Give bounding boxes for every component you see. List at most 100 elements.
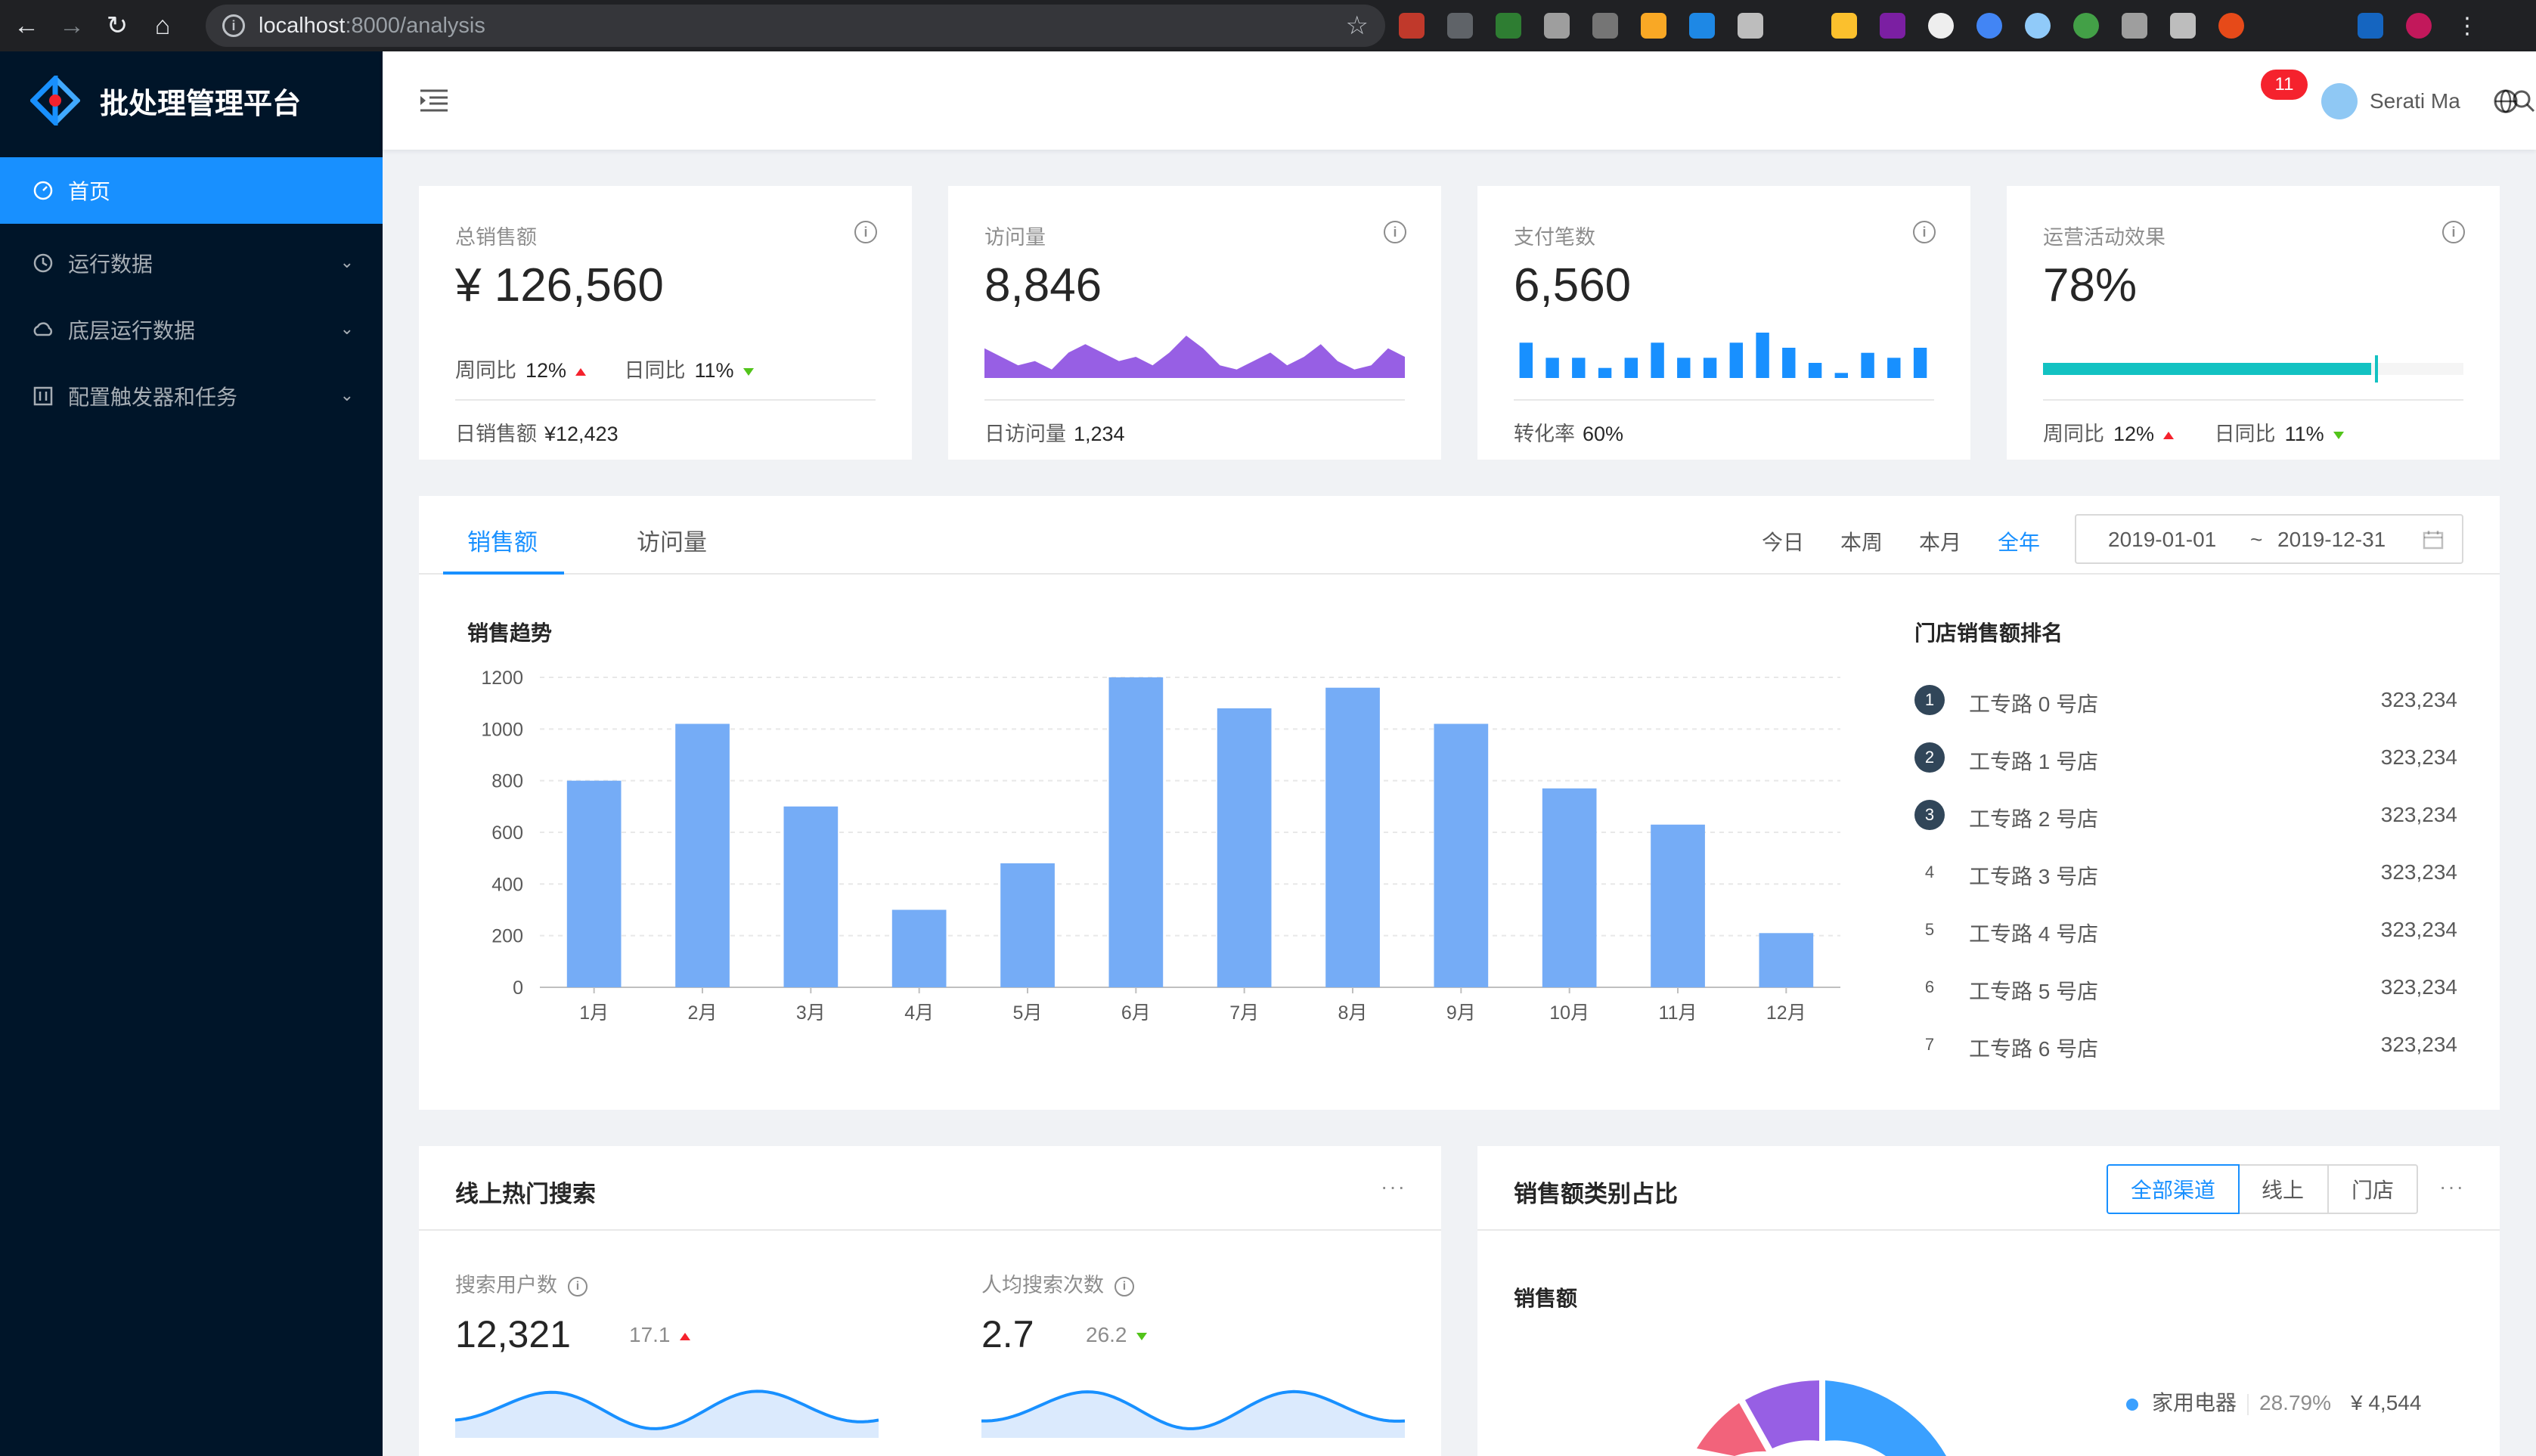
ranking-row: 4 工专路 3 号店 323,234 bbox=[1914, 857, 2457, 888]
sales-bar[interactable] bbox=[1759, 933, 1814, 988]
sales-bar[interactable] bbox=[1217, 708, 1272, 987]
extension-icon[interactable] bbox=[1447, 13, 1473, 39]
trend-label: 日同比 bbox=[624, 359, 686, 382]
extension-icon[interactable] bbox=[1928, 13, 1954, 39]
stat-value: 6,560 bbox=[1514, 259, 1632, 311]
card-title: 销售额类别占比 bbox=[1514, 1181, 1678, 1207]
sales-bar[interactable] bbox=[891, 909, 947, 988]
search-icon[interactable] bbox=[2510, 88, 2536, 115]
home-icon[interactable]: ⌂ bbox=[154, 11, 171, 40]
date-start[interactable]: 2019-01-01 bbox=[2108, 528, 2217, 551]
reload-icon[interactable]: ↻ bbox=[106, 11, 129, 40]
extension-icon[interactable] bbox=[1496, 13, 1521, 39]
username[interactable]: Serati Ma bbox=[2370, 89, 2460, 113]
range-month[interactable]: 本月 bbox=[1919, 531, 1962, 554]
info-icon[interactable]: i bbox=[2442, 221, 2465, 243]
info-icon[interactable]: i bbox=[1115, 1276, 1134, 1296]
sales-bar[interactable] bbox=[783, 806, 839, 987]
sidebar-item-label: 首页 bbox=[68, 180, 111, 203]
extension-icon[interactable] bbox=[2170, 13, 2196, 39]
logo[interactable]: 批处理管理平台 bbox=[0, 51, 383, 150]
extension-icon[interactable] bbox=[2358, 13, 2383, 39]
address-bar[interactable]: i localhost:8000/analysis ☆ bbox=[206, 5, 1385, 47]
profile-avatar-icon[interactable] bbox=[2406, 13, 2432, 39]
segment-online[interactable]: 线上 bbox=[2238, 1164, 2329, 1214]
site-info-icon[interactable]: i bbox=[222, 14, 245, 37]
rank-store-name: 工专路 6 号店 bbox=[1969, 1037, 2099, 1061]
caret-up-icon bbox=[575, 367, 587, 376]
info-icon[interactable]: i bbox=[1913, 221, 1936, 243]
sidebar-item-triggers[interactable]: 配置触发器和任务 ⌄ bbox=[0, 363, 383, 429]
sales-bar[interactable] bbox=[1542, 788, 1597, 987]
sales-bar[interactable] bbox=[1108, 677, 1164, 987]
extension-icon[interactable] bbox=[1592, 13, 1618, 39]
card-header: 销售额类别占比 全部渠道 线上 门店 ··· bbox=[1477, 1146, 2500, 1231]
y-tick-label: 1200 bbox=[481, 668, 523, 689]
segment-all-channels[interactable]: 全部渠道 bbox=[2107, 1164, 2240, 1214]
extension-icon[interactable] bbox=[2073, 13, 2099, 39]
stat-card-total-sales: 总销售额 i ¥ 126,560 周同比 12% 日同比 11% 日销售额 ¥12,4… bbox=[419, 186, 912, 460]
extension-icon[interactable] bbox=[2122, 13, 2147, 39]
more-icon[interactable]: ··· bbox=[2439, 1175, 2465, 1198]
extension-icon[interactable] bbox=[2218, 13, 2244, 39]
tab-visits[interactable]: 访问量 bbox=[637, 529, 707, 556]
extension-icon[interactable] bbox=[1880, 13, 1905, 39]
payment-bar bbox=[1572, 358, 1586, 378]
sales-bar[interactable] bbox=[1325, 687, 1380, 987]
extension-icon[interactable] bbox=[1544, 13, 1570, 39]
tab-ink-bar bbox=[443, 572, 564, 575]
segment-store[interactable]: 门店 bbox=[2327, 1164, 2418, 1214]
rank-number: 5 bbox=[1914, 915, 1945, 945]
range-year[interactable]: 全年 bbox=[1998, 531, 2041, 554]
date-end[interactable]: 2019-12-31 bbox=[2277, 528, 2386, 551]
sidebar-item-run-data[interactable]: 运行数据 ⌄ bbox=[0, 230, 383, 296]
back-icon[interactable]: ← bbox=[14, 11, 39, 40]
footer-label: 日销售额 bbox=[455, 423, 537, 445]
legend-percent: 28.79% bbox=[2259, 1391, 2331, 1414]
sales-bar[interactable] bbox=[675, 723, 730, 988]
sales-bar[interactable] bbox=[1434, 723, 1489, 988]
more-icon[interactable]: ··· bbox=[1381, 1175, 1406, 1198]
sales-bar[interactable] bbox=[1000, 863, 1055, 987]
divider bbox=[455, 399, 876, 401]
menu-fold-icon[interactable] bbox=[419, 88, 449, 113]
sidebar-item-base-data[interactable]: 底层运行数据 ⌄ bbox=[0, 296, 383, 363]
legend-item[interactable]: 家用电器 28.79% ¥ 4,544 bbox=[2126, 1386, 2421, 1417]
info-icon[interactable]: i bbox=[568, 1276, 587, 1296]
info-icon[interactable]: i bbox=[854, 221, 877, 243]
range-week[interactable]: 本周 bbox=[1840, 531, 1883, 554]
sidebar-item-home[interactable]: 首页 bbox=[0, 157, 383, 224]
extension-icon[interactable] bbox=[2025, 13, 2051, 39]
avatar[interactable] bbox=[2321, 83, 2358, 119]
stat-value: 8,846 bbox=[984, 259, 1102, 311]
extension-icon[interactable] bbox=[1831, 13, 1857, 39]
visits-area bbox=[984, 336, 1405, 378]
sales-bar[interactable] bbox=[1651, 824, 1705, 988]
top-header: ? 11 Serati Ma bbox=[383, 51, 2536, 150]
sidebar-item-label: 底层运行数据 bbox=[68, 319, 196, 342]
menu-kebab-icon[interactable]: ⋮ bbox=[2456, 14, 2479, 39]
tab-sales[interactable]: 销售额 bbox=[467, 529, 538, 556]
extension-icon[interactable] bbox=[1738, 13, 1763, 39]
payment-bar bbox=[1913, 348, 1927, 378]
y-tick-label: 800 bbox=[491, 771, 523, 792]
rank-value: 323,234 bbox=[2380, 860, 2457, 884]
range-today[interactable]: 今日 bbox=[1762, 531, 1805, 554]
info-icon[interactable]: i bbox=[1384, 221, 1406, 243]
globe-icon[interactable] bbox=[2492, 88, 2519, 115]
extension-icon[interactable] bbox=[1689, 13, 1715, 39]
bookmark-star-icon[interactable]: ☆ bbox=[1345, 11, 1369, 40]
url-path: :8000/analysis bbox=[345, 13, 485, 38]
stat-card-payments: 支付笔数 i 6,560 转化率 60% bbox=[1477, 186, 1970, 460]
extension-icon[interactable] bbox=[1976, 13, 2002, 39]
card-title: 线上热门搜索 bbox=[455, 1181, 596, 1207]
date-range-picker[interactable]: 2019-01-01 ~ 2019-12-31 bbox=[2075, 514, 2463, 564]
forward-icon[interactable]: → bbox=[59, 11, 85, 40]
extension-icon[interactable] bbox=[1399, 13, 1425, 39]
caret-down-icon bbox=[1136, 1332, 1147, 1340]
trend-value: 11% bbox=[2284, 423, 2324, 445]
sales-bar[interactable] bbox=[566, 780, 622, 987]
stat-card-visits: 访问量 i 8,846 日访问量 1,234 bbox=[948, 186, 1441, 460]
stat-footer: 转化率 60% bbox=[1514, 417, 1623, 447]
extension-icon[interactable] bbox=[1641, 13, 1666, 39]
